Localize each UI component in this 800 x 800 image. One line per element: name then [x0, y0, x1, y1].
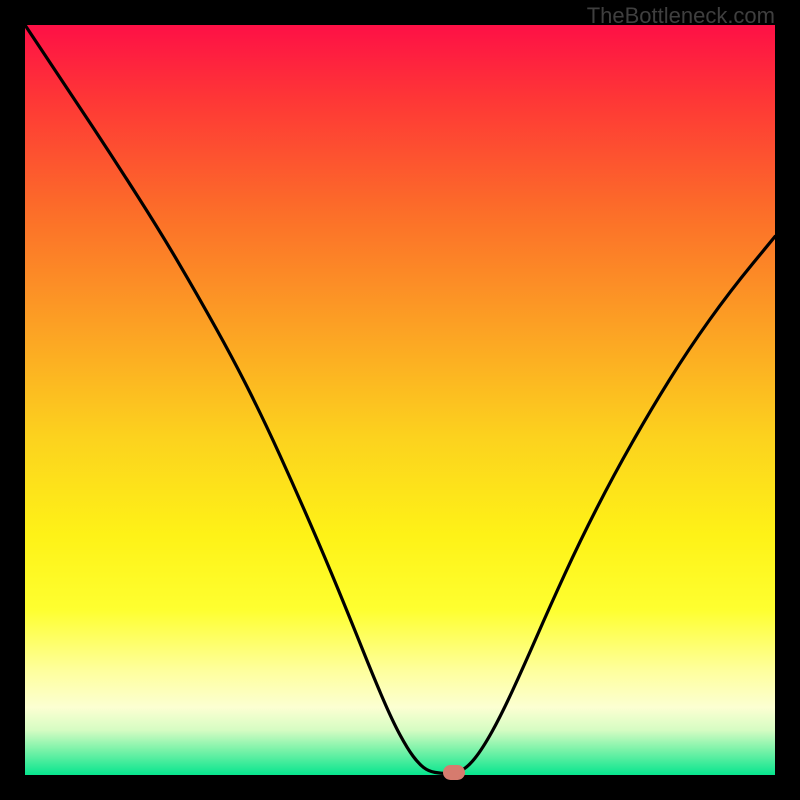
watermark-text: TheBottleneck.com	[587, 3, 775, 29]
optimal-point-marker	[443, 765, 465, 780]
chart-container: TheBottleneck.com	[0, 0, 800, 800]
plot-area	[25, 25, 775, 775]
